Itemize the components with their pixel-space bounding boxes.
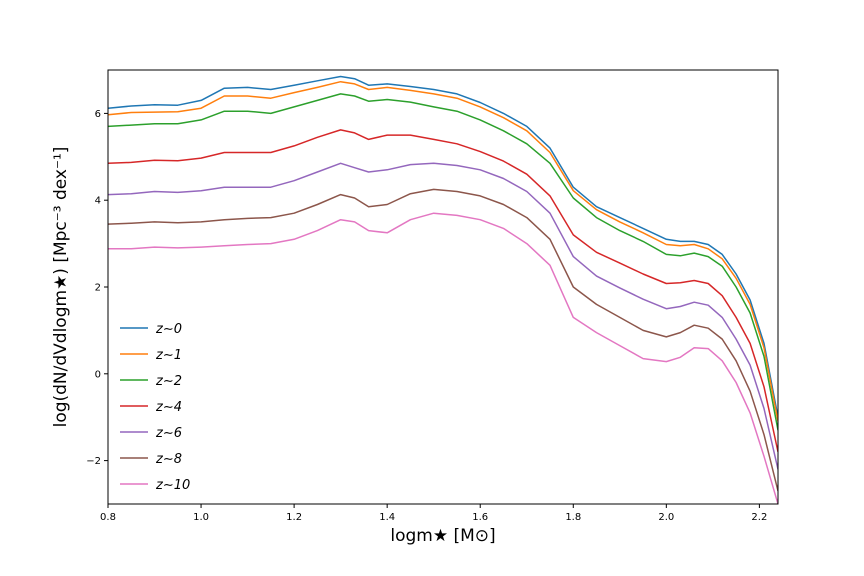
x-tick-label: 1.4	[379, 512, 395, 523]
series-line-6	[108, 212, 778, 504]
y-tick-label: 2	[95, 283, 101, 294]
legend-label-1: z∼1	[155, 348, 182, 363]
legend: z∼0 z∼1 z∼2 z∼4 z∼6 z∼8 z∼10	[120, 322, 190, 493]
series-line-4	[108, 162, 778, 470]
legend-label-5: z∼8	[155, 452, 182, 467]
series-line-0	[108, 75, 778, 418]
legend-label-2: z∼2	[155, 374, 182, 389]
series-line-1	[108, 80, 778, 422]
x-tick-label: 1.6	[472, 512, 488, 523]
legend-label-6: z∼10	[155, 478, 190, 493]
legend-label-0: z∼0	[155, 322, 182, 337]
x-axis: 0.8 1.0 1.2 1.4 1.6 1.8 2.0 2.2	[100, 504, 767, 523]
x-tick-label: 0.8	[100, 512, 116, 523]
y-axis: −2 0 2 4 6	[86, 109, 108, 467]
series-line-2	[108, 93, 778, 431]
legend-label-3: z∼4	[155, 400, 182, 415]
x-tick-label: 2.2	[751, 512, 767, 523]
y-tick-label: 6	[95, 109, 101, 120]
x-tick-label: 2.0	[658, 512, 674, 523]
y-axis-label: log(dN/dVdlogm★) [Mpc⁻³ dex⁻¹]	[51, 147, 71, 428]
series-line-5	[108, 188, 778, 492]
y-tick-label: −2	[86, 456, 101, 467]
plot-frame	[107, 69, 779, 505]
x-tick-label: 1.2	[286, 512, 302, 523]
y-tick-label: 0	[95, 369, 101, 380]
series-line-3	[108, 129, 778, 453]
legend-label-4: z∼6	[155, 426, 182, 441]
x-tick-label: 1.0	[193, 512, 209, 523]
series-layer	[108, 75, 778, 504]
x-tick-label: 1.8	[565, 512, 581, 523]
y-tick-label: 4	[95, 196, 101, 207]
x-axis-label: logm★ [M⊙]	[390, 526, 495, 546]
